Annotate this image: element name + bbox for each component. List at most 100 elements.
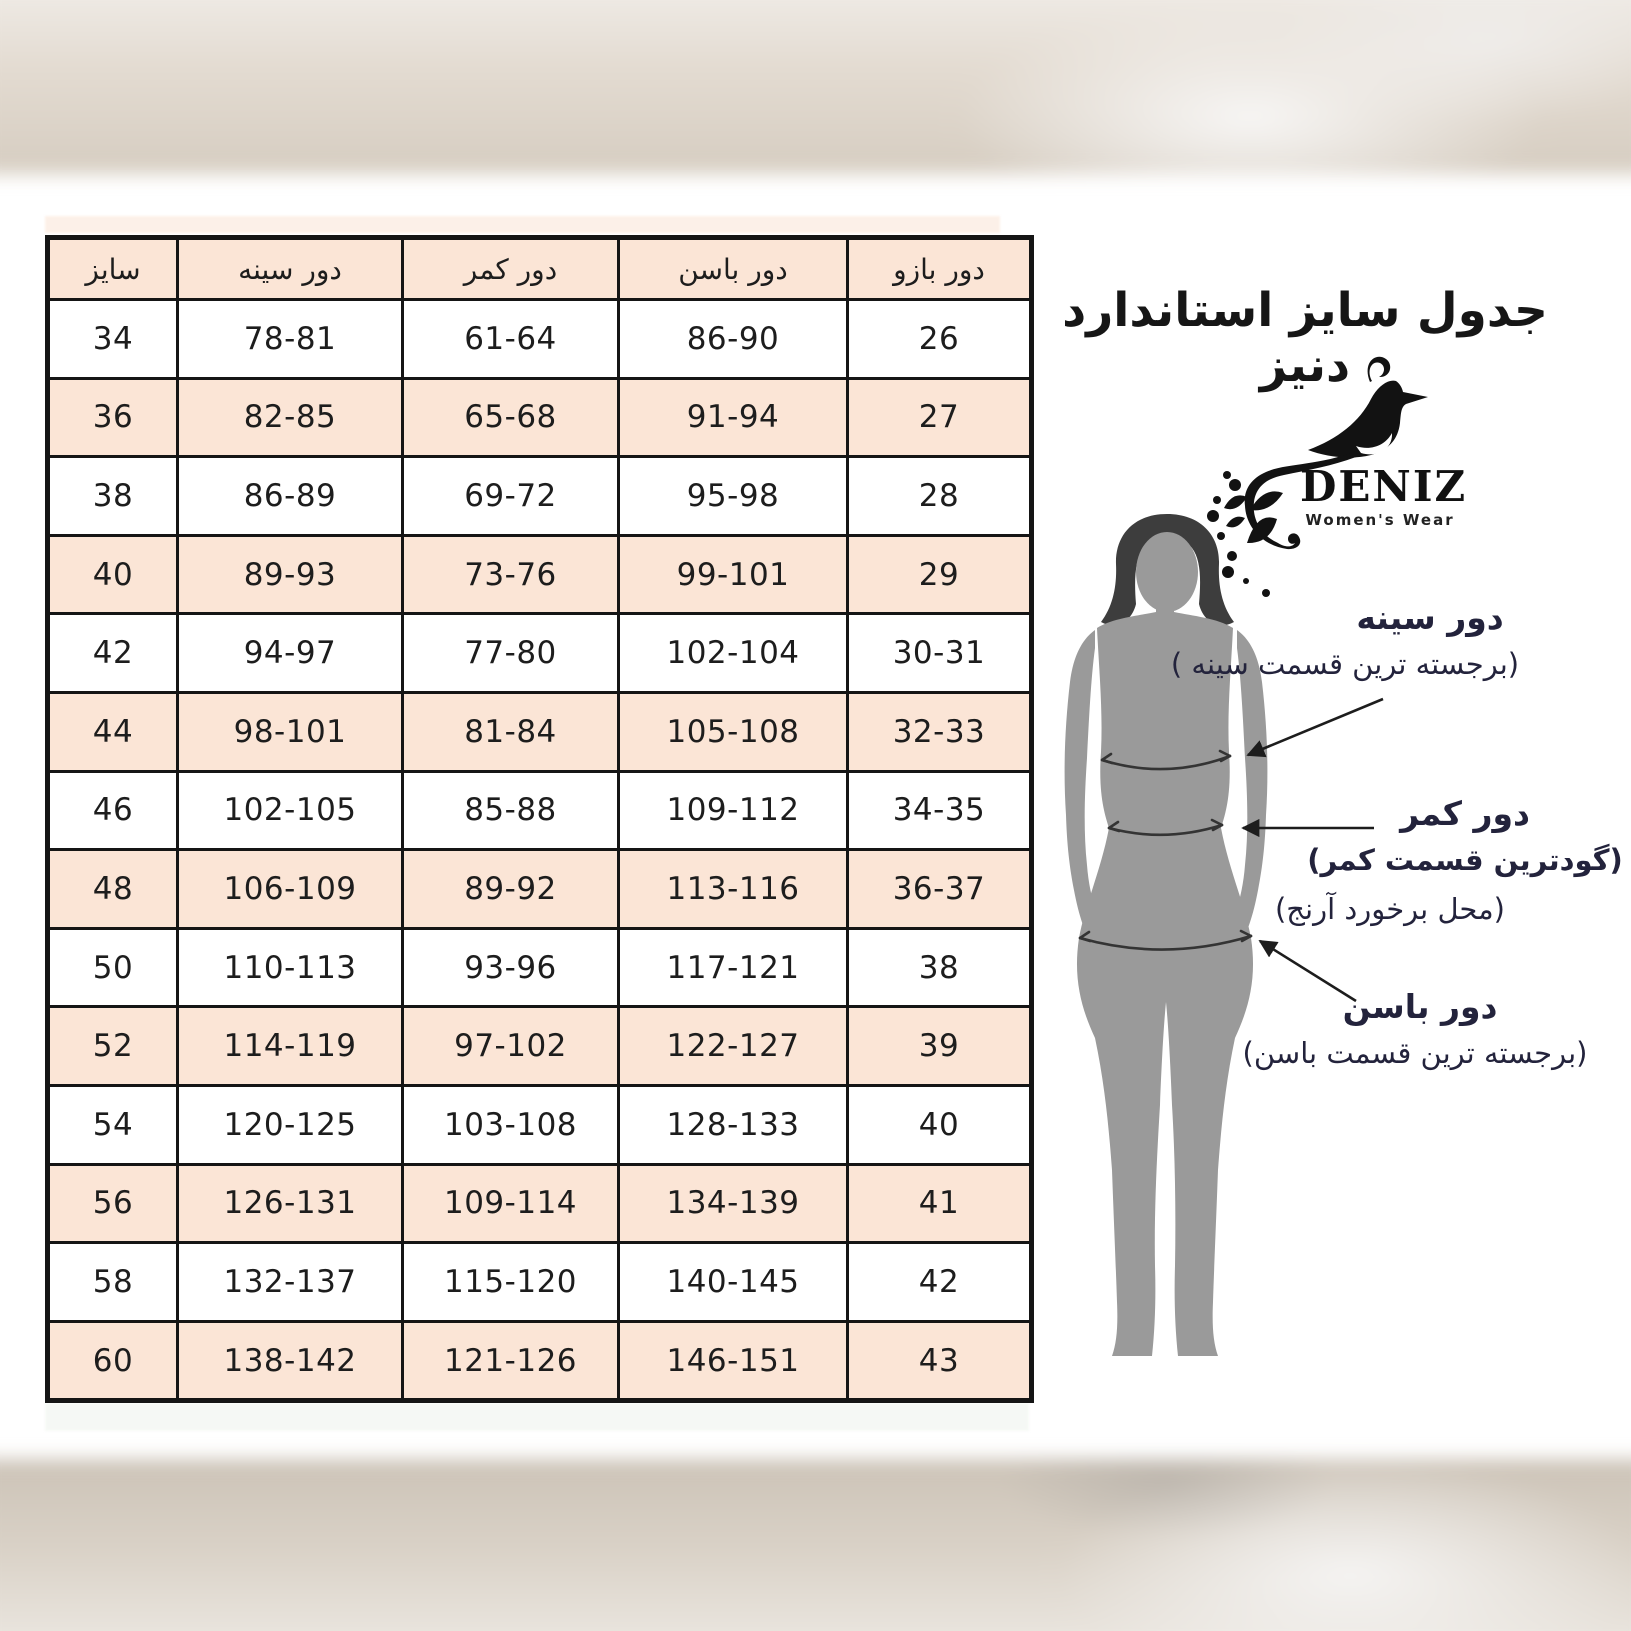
table-cell: 38 (846, 926, 1033, 1009)
table-cell: 65-68 (401, 376, 620, 459)
table-cell: 138-142 (176, 1319, 404, 1403)
table-cell: 109-112 (617, 769, 849, 852)
table-cell: 41 (846, 1162, 1033, 1245)
waist-note-1: (گودترین قسمت کمر) (1307, 843, 1623, 877)
table-cell: 46 (46, 769, 179, 852)
table-cell: 48 (46, 848, 179, 930)
table-cell: 109-114 (401, 1162, 620, 1245)
female-figure-illustration (1064, 514, 1268, 1356)
table-cell: 103-108 (401, 1083, 620, 1166)
size-table-header-row: سایز دور سینه دور کمر دور باسن دور بازو (46, 236, 1033, 301)
table-cell: 102-104 (617, 612, 849, 694)
table-cell: 28 (846, 455, 1033, 537)
table-cell: 140-145 (617, 1241, 849, 1323)
bust-note: (برجسته ترین قسمت سینه ) (1170, 647, 1520, 681)
table-row: 50 110-113 93-96 117-121 38 (46, 926, 1033, 1009)
table-row: 54 120-125 103-108 128-133 40 (46, 1083, 1033, 1166)
table-row: 42 94-97 77-80 102-104 30-31 (46, 612, 1033, 694)
table-row: 46 102-105 85-88 109-112 34-35 (46, 769, 1033, 852)
table-cell: 82-85 (176, 376, 404, 459)
hip-arc (1078, 934, 1253, 951)
bust-label: دور سینه (1356, 598, 1504, 637)
face (1136, 532, 1198, 612)
waist-arc (1107, 823, 1224, 837)
column-header: دور باسن (617, 236, 849, 301)
table-cell: 77-80 (401, 612, 620, 694)
blurred-bottom-strip (0, 1459, 1631, 1631)
table-cell: 40 (46, 533, 179, 616)
table-cell: 99-101 (617, 533, 849, 616)
table-row: 48 106-109 89-92 113-116 36-37 (46, 848, 1033, 930)
table-cell: 52 (46, 1005, 179, 1087)
table-row: 36 82-85 65-68 91-94 27 (46, 376, 1033, 459)
hip-label: دور باسن (1342, 987, 1498, 1026)
table-cell: 44 (46, 690, 179, 773)
table-cell: 40 (846, 1083, 1033, 1166)
table-cell: 98-101 (176, 690, 404, 773)
bust-arc (1100, 754, 1232, 771)
table-cell: 61-64 (401, 298, 620, 380)
table-bottom-remnant (45, 1403, 1029, 1431)
table-cell: 58 (46, 1241, 179, 1323)
table-cell: 106-109 (176, 848, 404, 930)
table-cell: 50 (46, 926, 179, 1009)
table-row: 38 86-89 69-72 95-98 28 (46, 455, 1033, 537)
column-header: دور کمر (401, 236, 620, 301)
column-header: دور سینه (176, 236, 404, 301)
table-cell: 95-98 (617, 455, 849, 537)
page-title: جدول سایز استاندارد دنیز (1062, 283, 1548, 393)
table-cell: 56 (46, 1162, 179, 1245)
table-cell: 30-31 (846, 612, 1033, 694)
table-cell: 93-96 (401, 926, 620, 1009)
table-cell: 85-88 (401, 769, 620, 852)
table-cell: 32-33 (846, 690, 1033, 773)
waist-label: دور کمر (1400, 794, 1530, 833)
waist-note-2: (محل برخورد آرنج) (1274, 892, 1506, 926)
table-cell: 29 (846, 533, 1033, 616)
table-cell: 27 (846, 376, 1033, 459)
deniz-bird-logo-icon (1207, 356, 1428, 597)
table-cell: 36 (46, 376, 179, 459)
table-cell: 60 (46, 1319, 179, 1403)
table-cell: 117-121 (617, 926, 849, 1009)
table-row: 52 114-119 97-102 122-127 39 (46, 1005, 1033, 1087)
table-cell: 86-89 (176, 455, 404, 537)
table-cell: 81-84 (401, 690, 620, 773)
table-cell: 73-76 (401, 533, 620, 616)
table-cell: 26 (846, 298, 1033, 380)
table-cell: 114-119 (176, 1005, 404, 1087)
table-cell: 86-90 (617, 298, 849, 380)
table-cell: 78-81 (176, 298, 404, 380)
column-header: سایز (46, 236, 179, 301)
table-cell: 42 (46, 612, 179, 694)
table-cell: 54 (46, 1083, 179, 1166)
table-cell: 110-113 (176, 926, 404, 1009)
body (1076, 596, 1254, 1356)
table-cell: 132-137 (176, 1241, 404, 1323)
hip-note: (برجسته ترین قسمت باسن) (1242, 1036, 1588, 1070)
table-cell: 39 (846, 1005, 1033, 1087)
table-cell: 43 (846, 1319, 1033, 1403)
brand-tagline: Women's Wear (1305, 511, 1455, 529)
table-cell: 91-94 (617, 376, 849, 459)
table-row: 34 78-81 61-64 86-90 26 (46, 298, 1033, 380)
brand-name: DENIZ (1300, 462, 1468, 511)
table-cell: 126-131 (176, 1162, 404, 1245)
table-cell: 105-108 (617, 690, 849, 773)
table-row: 40 89-93 73-76 99-101 29 (46, 533, 1033, 616)
table-cell: 34 (46, 298, 179, 380)
table-cell: 122-127 (617, 1005, 849, 1087)
table-cell: 146-151 (617, 1319, 849, 1403)
table-top-remnant (45, 216, 1000, 233)
table-cell: 113-116 (617, 848, 849, 930)
table-cell: 42 (846, 1241, 1033, 1323)
table-row: 58 132-137 115-120 140-145 42 (46, 1241, 1033, 1323)
table-cell: 120-125 (176, 1083, 404, 1166)
size-table: سایز دور سینه دور کمر دور باسن دور بازو 34 78… (45, 235, 1034, 1404)
table-cell: 89-93 (176, 533, 404, 616)
left-arm (1064, 630, 1111, 964)
table-cell: 115-120 (401, 1241, 620, 1323)
table-cell: 69-72 (401, 455, 620, 537)
table-cell: 94-97 (176, 612, 404, 694)
